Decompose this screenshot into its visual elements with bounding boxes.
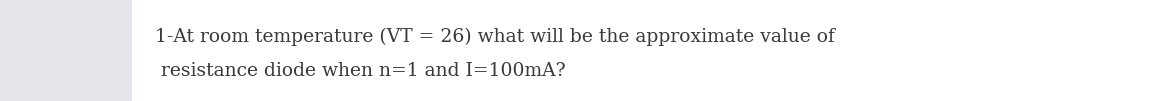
Text: resistance diode when n=1 and I=100mA?: resistance diode when n=1 and I=100mA? <box>155 62 566 80</box>
Text: 1-At room temperature (VT = 26) what will be the approximate value of: 1-At room temperature (VT = 26) what wil… <box>155 28 834 46</box>
